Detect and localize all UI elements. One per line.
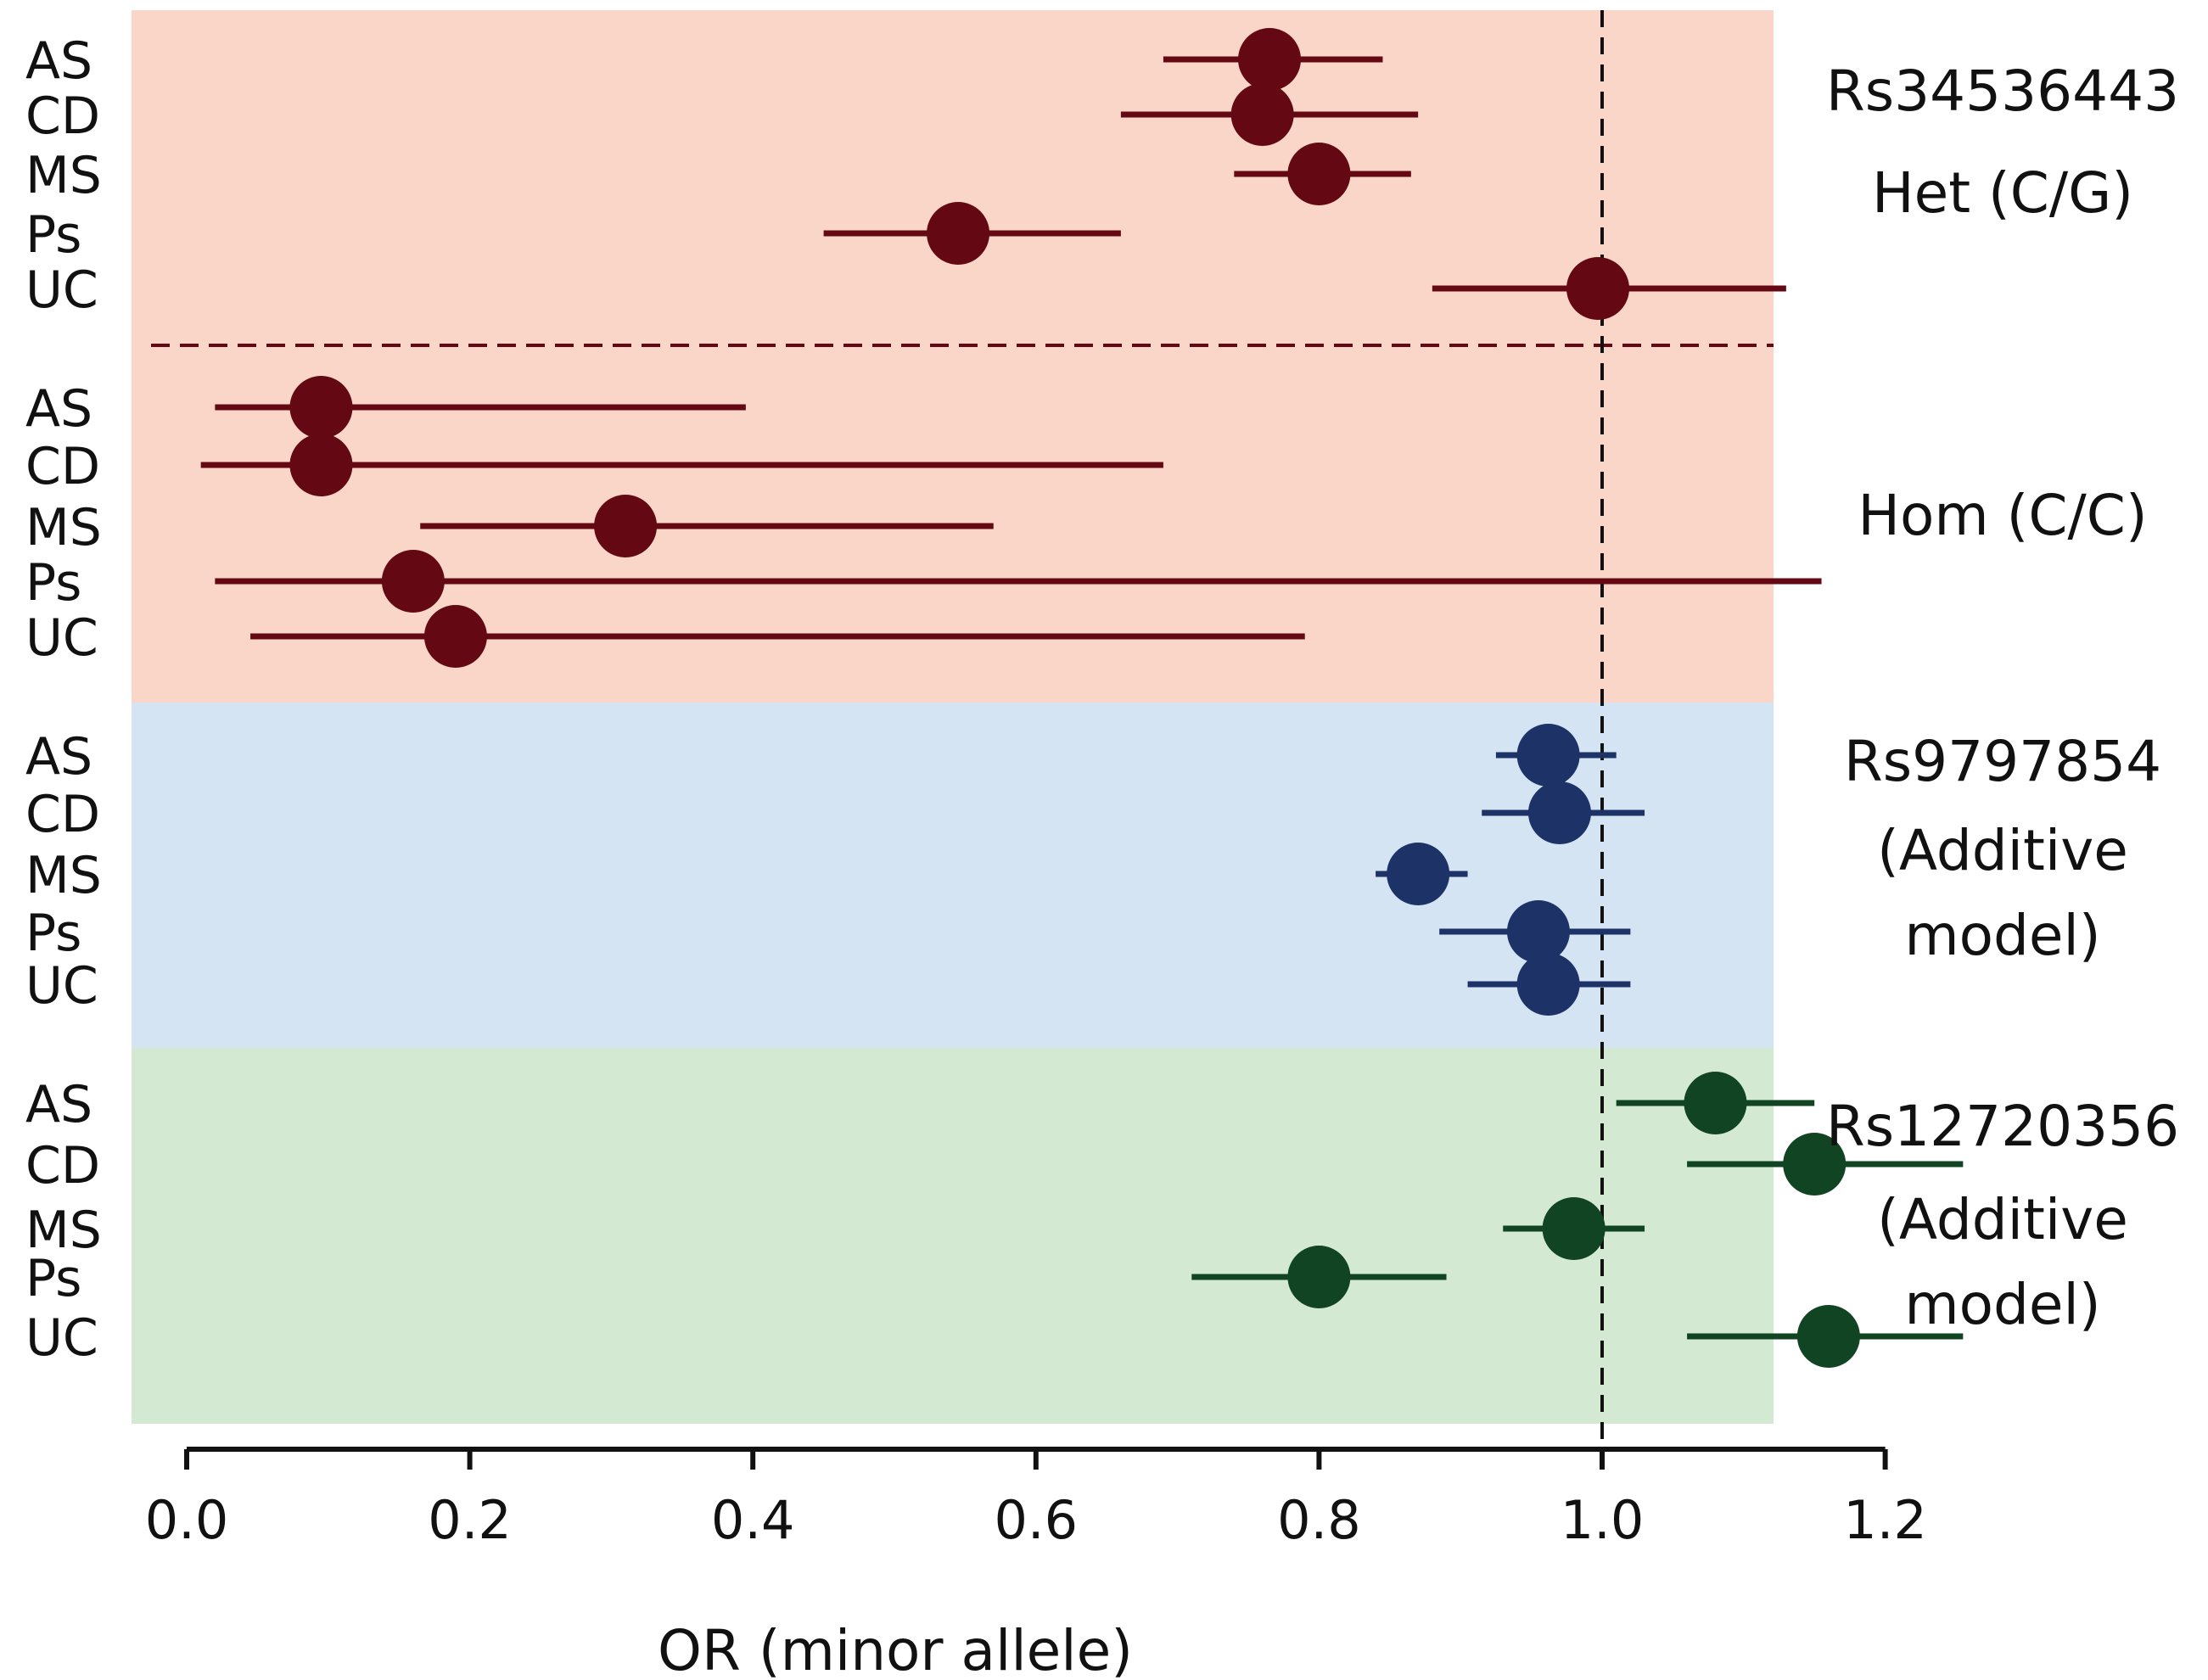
category-label: CD (25, 785, 100, 844)
x-axis-title: OR (minor allele) (658, 1618, 1133, 1680)
group-label-line: (Additive (1877, 818, 2128, 883)
or-point-ms (594, 495, 658, 557)
or-point-as (289, 376, 353, 439)
x-tick-label: 0.2 (428, 1489, 512, 1551)
category-label: UC (25, 956, 98, 1016)
group-label-line: model) (1904, 1272, 2100, 1337)
category-label: MS (25, 1201, 102, 1260)
category-label: AS (25, 727, 92, 787)
x-axis: 0.0 0.2 0.4 0.6 0.8 1.0 1.2 (145, 1447, 1927, 1551)
x-tick-label: 1.0 (1561, 1489, 1645, 1551)
category-label: CD (25, 1136, 100, 1196)
category-label: UC (25, 608, 98, 668)
or-point-ps (1506, 900, 1570, 963)
or-point-ms (1542, 1197, 1606, 1260)
group-label-line: Hom (C/C) (1858, 483, 2147, 548)
category-label: UC (25, 260, 98, 320)
group-label-line: (Additive (1877, 1187, 2128, 1252)
or-point-ps (1287, 1246, 1351, 1308)
group-label-line: Rs9797854 (1844, 729, 2161, 794)
or-point-ps (927, 202, 990, 265)
or-point-ps (381, 550, 445, 613)
x-tick-label: 1.2 (1843, 1489, 1927, 1551)
or-point-uc (423, 605, 487, 668)
or-point-as (1516, 724, 1580, 787)
or-point-uc (1566, 257, 1629, 320)
category-label: CD (25, 437, 100, 496)
or-point-ms (1287, 143, 1351, 205)
or-point-cd (1527, 781, 1591, 844)
or-point-as (1238, 28, 1302, 91)
group-label-line: Het (C/G) (1872, 160, 2133, 226)
or-point-cd (1230, 83, 1294, 146)
x-tick-label: 0.8 (1277, 1489, 1361, 1551)
category-label: AS (25, 31, 92, 91)
or-point-uc (1796, 1305, 1860, 1368)
category-label: CD (25, 87, 100, 146)
group-labels: Rs34536443 Het (C/G) Hom (C/C) Rs9797854 (Ad… (1826, 59, 2179, 1337)
category-label: MS (25, 846, 102, 905)
group-label-line: Rs12720356 (1826, 1094, 2179, 1159)
or-point-ms (1387, 843, 1450, 905)
category-label: AS (25, 1075, 92, 1134)
category-label: Ps (25, 205, 81, 265)
or-point-cd (289, 434, 353, 496)
category-label: MS (25, 146, 102, 205)
panel-rs12720356 (132, 1048, 1774, 1424)
category-label: Ps (25, 904, 81, 963)
plot-marks (200, 28, 1964, 1368)
panel-rs9797854 (132, 703, 1774, 1048)
group-label-line: Rs34536443 (1826, 59, 2179, 124)
x-tick-label: 0.0 (145, 1489, 229, 1551)
category-label: AS (25, 379, 92, 439)
category-label: MS (25, 498, 102, 557)
or-point-cd (1783, 1133, 1847, 1196)
or-point-as (1684, 1072, 1747, 1134)
category-label: Ps (25, 553, 81, 613)
group-label-line: model) (1904, 903, 2100, 968)
or-point-uc (1516, 953, 1580, 1016)
panel-rs34536443 (132, 10, 1774, 703)
category-label: Ps (25, 1249, 81, 1308)
x-tick-label: 0.6 (994, 1489, 1078, 1551)
x-tick-label: 0.4 (711, 1489, 795, 1551)
category-label: UC (25, 1308, 98, 1368)
